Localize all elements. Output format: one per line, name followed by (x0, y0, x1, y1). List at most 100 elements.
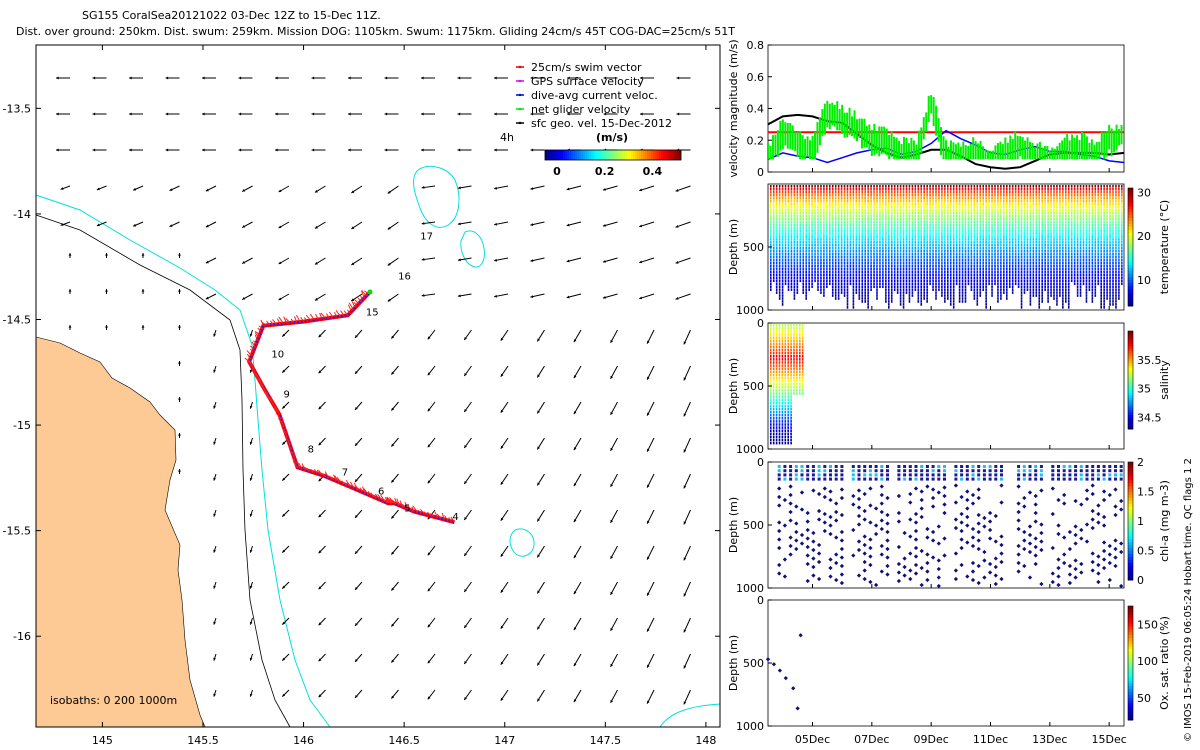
temperature-sample (1024, 197, 1026, 200)
temperature-sample (776, 229, 778, 232)
temperature-sample (950, 256, 952, 259)
temperature-sample (826, 191, 828, 194)
temperature-sample (1065, 294, 1067, 297)
temperature-sample (935, 235, 937, 238)
temperature-sample (844, 194, 846, 197)
temperature-sample (929, 235, 931, 238)
temperature-sample (1036, 250, 1038, 253)
temperature-sample (870, 200, 872, 203)
temperature-sample (1036, 220, 1038, 223)
temperature-sample (841, 241, 843, 244)
temperature-sample (953, 215, 955, 218)
temperature-sample (856, 244, 858, 247)
temperature-sample (1083, 235, 1085, 238)
temperature-sample (1077, 194, 1079, 197)
temperature-sample (923, 250, 925, 253)
temperature-sample (947, 274, 949, 277)
temperature-sample (859, 238, 861, 241)
temperature-sample (1056, 259, 1058, 262)
temperature-sample (944, 297, 946, 300)
geo-velocity-arrow (647, 510, 654, 524)
temperature-sample (935, 250, 937, 253)
geo-velocity-arrow (213, 366, 216, 373)
temperature-sample (770, 203, 772, 206)
temperature-sample (817, 288, 819, 291)
temperature-sample (1074, 209, 1076, 212)
geo-velocity-arrow (501, 618, 508, 629)
temperature-sample (844, 188, 846, 191)
geo-velocity-arrow (282, 366, 289, 373)
temperature-sample (850, 191, 852, 194)
temperature-sample (1080, 188, 1082, 191)
temperature-sample (988, 229, 990, 232)
temperature-sample (847, 256, 849, 259)
temperature-sample (1030, 200, 1032, 203)
temperature-sample (938, 235, 940, 238)
temperature-sample (870, 215, 872, 218)
temperature-sample (870, 262, 872, 265)
temperature-sample (1059, 291, 1061, 294)
temperature-sample (1050, 220, 1052, 223)
temperature-sample (1018, 209, 1020, 212)
temperature-sample (991, 259, 993, 262)
temperature-sample (950, 215, 952, 218)
temperature-sample (894, 215, 896, 218)
temperature-sample (897, 229, 899, 232)
temperature-sample (1059, 215, 1061, 218)
temperature-sample (965, 209, 967, 212)
temperature-sample (900, 194, 902, 197)
temperature-sample (876, 259, 878, 262)
temperature-sample (1077, 250, 1079, 253)
temperature-sample (811, 194, 813, 197)
temperature-sample (962, 241, 964, 244)
temperature-sample (1036, 215, 1038, 218)
temperature-sample (965, 277, 967, 280)
temperature-sample (844, 247, 846, 250)
temperature-sample (797, 194, 799, 197)
temperature-sample (1062, 217, 1064, 220)
temperature-sample (800, 250, 802, 253)
temperature-sample (1083, 277, 1085, 280)
temperature-sample (785, 244, 787, 247)
temperature-sample (997, 297, 999, 300)
geo-velocity-arrow (531, 149, 545, 152)
temperature-sample (1015, 265, 1017, 268)
temperature-sample (888, 241, 890, 244)
temperature-sample (1044, 238, 1046, 241)
temperature-sample (794, 253, 796, 256)
temperature-sample (971, 274, 973, 277)
temperature-sample (832, 241, 834, 244)
temperature-sample (912, 217, 914, 220)
temperature-sample (991, 277, 993, 280)
temperature-sample (909, 250, 911, 253)
temperature-sample (1050, 279, 1052, 282)
temperature-sample (1021, 303, 1023, 306)
temperature-sample (1083, 200, 1085, 203)
temperature-sample (923, 297, 925, 300)
temperature-sample (997, 291, 999, 294)
temperature-sample (1080, 244, 1082, 247)
temperature-sample (944, 203, 946, 206)
temperature-sample (1053, 288, 1055, 291)
geo-velocity-arrow (213, 546, 216, 553)
temperature-sample (959, 200, 961, 203)
temperature-sample (829, 215, 831, 218)
temperature-sample (1015, 191, 1017, 194)
temperature-sample (870, 244, 872, 247)
temperature-sample (1021, 291, 1023, 294)
temperature-sample (885, 288, 887, 291)
temperature-sample (847, 300, 849, 303)
temperature-sample (1056, 297, 1058, 300)
temperature-sample (1089, 241, 1091, 244)
temperature-sample (1027, 279, 1029, 282)
temperature-sample (1068, 297, 1070, 300)
temperature-sample (791, 200, 793, 203)
temperature-sample (859, 250, 861, 253)
temperature-sample (938, 271, 940, 274)
temperature-sample (906, 277, 908, 280)
colorbar-swatch (671, 150, 673, 160)
temperature-sample (791, 188, 793, 191)
temperature-sample (1086, 291, 1088, 294)
temperature-sample (994, 215, 996, 218)
temperature-sample (903, 244, 905, 247)
